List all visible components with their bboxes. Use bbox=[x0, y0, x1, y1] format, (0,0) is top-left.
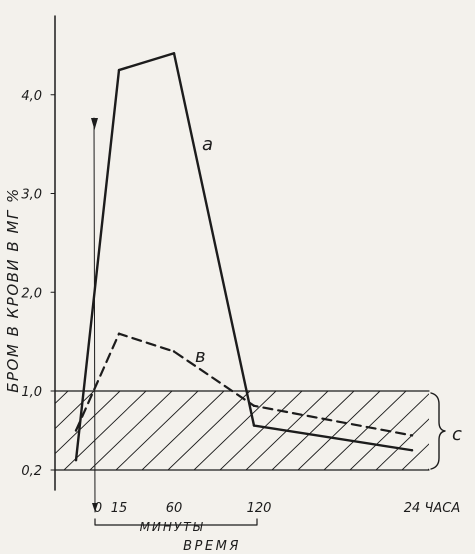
x-tick-label: 60 bbox=[166, 501, 183, 516]
hatch-line bbox=[219, 391, 303, 470]
injection-arrow-tip bbox=[92, 503, 98, 512]
x-tick-labels: 0 15 60 120 24 ЧАСА bbox=[94, 501, 460, 516]
hatch-line bbox=[89, 391, 173, 470]
y-axis-label: БРОМ В КРОВИ В МГ % bbox=[4, 187, 22, 393]
minutes-label: МИНУТЫ bbox=[140, 520, 205, 534]
series-b-label: в bbox=[195, 346, 206, 367]
series-point bbox=[74, 458, 78, 462]
x-tick-label: 15 bbox=[111, 501, 128, 516]
hatch-line bbox=[193, 391, 277, 470]
series-point bbox=[252, 424, 256, 427]
series-point bbox=[117, 332, 121, 335]
hatch-line bbox=[401, 443, 429, 470]
hatch-line bbox=[115, 391, 199, 470]
x-tick-label: 0 bbox=[94, 501, 102, 516]
normal-range-hatching bbox=[0, 391, 429, 470]
hatch-line bbox=[297, 391, 381, 470]
series-layer bbox=[74, 52, 414, 462]
series-line-b bbox=[74, 332, 414, 437]
series-a-label: а bbox=[202, 134, 213, 155]
hatch-line bbox=[375, 418, 429, 470]
y-tick-label: 0,2 bbox=[21, 464, 42, 479]
x-tick-label: 120 bbox=[247, 501, 272, 516]
x-tick-label: 24 ЧАСА bbox=[404, 501, 460, 516]
hatch-line bbox=[55, 391, 69, 405]
series-point bbox=[252, 404, 256, 408]
minutes-bracket bbox=[94, 518, 258, 526]
x-axis-label: ВРЕМЯ bbox=[183, 539, 241, 554]
y-tick-label: 2,0 bbox=[21, 286, 42, 301]
hatch-line bbox=[323, 391, 407, 470]
series-point bbox=[172, 350, 176, 353]
series-point bbox=[410, 449, 414, 452]
normal-range-label: с bbox=[452, 424, 462, 445]
series-point bbox=[172, 52, 176, 55]
hatch-line bbox=[349, 393, 429, 470]
hatch-line bbox=[55, 391, 95, 430]
hatch-line bbox=[141, 391, 225, 470]
hatch-line bbox=[63, 391, 147, 470]
hatch-line bbox=[0, 391, 42, 470]
series-point bbox=[74, 429, 78, 432]
y-tick-labels: 0,2 1,0 2,0 3,0 4,0 bbox=[21, 89, 56, 479]
injection-arrow-head bbox=[91, 118, 98, 130]
hatch-line bbox=[271, 391, 355, 470]
normal-range-band: с bbox=[0, 390, 462, 471]
y-tick-label: 1,0 bbox=[21, 385, 42, 400]
series-point bbox=[117, 68, 121, 72]
y-tick-label: 3,0 bbox=[21, 188, 42, 203]
injection-arrow-line bbox=[93, 117, 96, 513]
hatch-line bbox=[167, 391, 251, 470]
y-tick-label: 4,0 bbox=[21, 89, 42, 104]
series-point bbox=[410, 434, 414, 437]
normal-range-brace bbox=[430, 392, 446, 470]
